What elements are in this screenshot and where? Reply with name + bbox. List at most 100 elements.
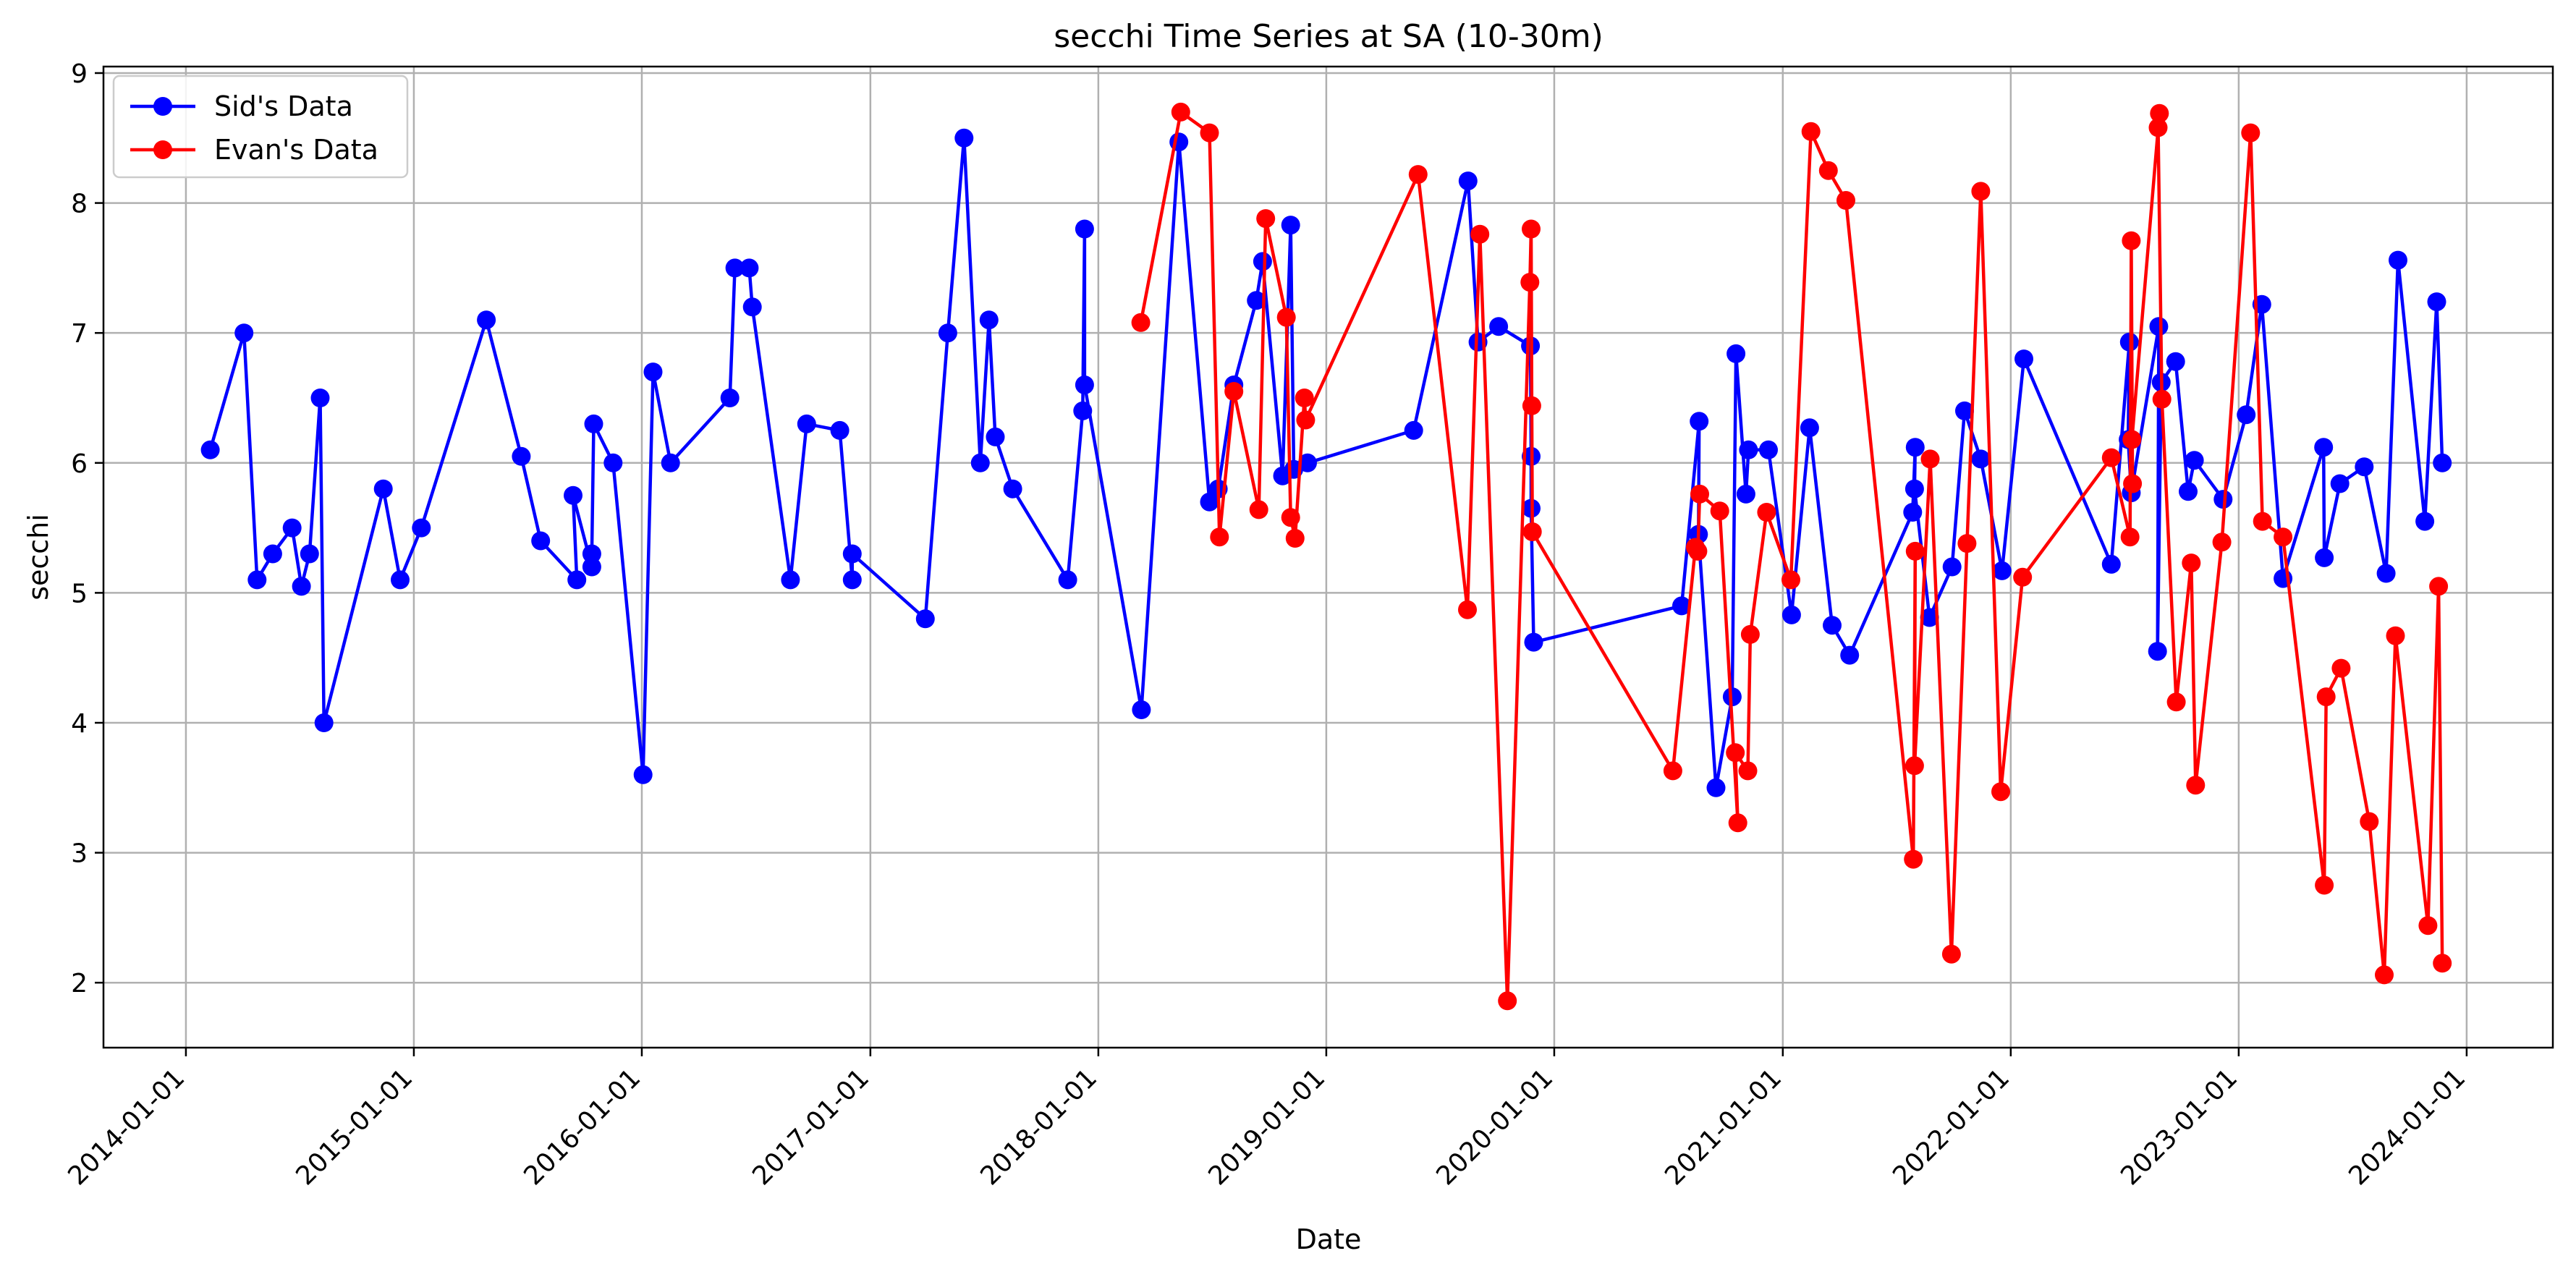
data-point-evan — [2315, 875, 2334, 895]
data-point-sid — [584, 414, 603, 433]
data-point-evan — [1210, 527, 1229, 547]
data-point-evan — [1688, 541, 1708, 561]
data-point-sid — [842, 544, 862, 564]
data-point-evan — [2120, 527, 2140, 547]
data-point-evan — [2360, 812, 2379, 831]
data-point-evan — [1836, 191, 1855, 210]
data-point-sid — [2213, 490, 2233, 509]
data-point-sid — [1132, 700, 1151, 719]
data-point-evan — [1470, 224, 1490, 244]
data-point-evan — [2212, 533, 2232, 552]
data-point-evan — [1458, 600, 1477, 619]
data-point-sid — [2315, 548, 2334, 567]
data-point-sid — [1073, 401, 1093, 420]
data-point-evan — [1904, 849, 1923, 869]
legend-box — [112, 75, 409, 179]
data-point-sid — [2415, 512, 2435, 531]
data-point-sid — [954, 128, 974, 148]
series-evan — [1131, 102, 2452, 1011]
data-point-evan — [2182, 553, 2201, 573]
data-point-evan — [1818, 161, 1838, 180]
data-point-sid — [1903, 503, 1923, 522]
data-point-evan — [1131, 313, 1151, 332]
data-point-evan — [1285, 529, 1305, 548]
data-point-sid — [1058, 570, 1077, 590]
data-point-sid — [661, 453, 680, 472]
data-point-sid — [1075, 219, 1094, 239]
data-point-sid — [797, 414, 816, 433]
data-point-sid — [300, 544, 319, 564]
data-point-evan — [2274, 527, 2293, 547]
data-point-sid — [1458, 171, 1478, 191]
data-point-evan — [1498, 991, 1517, 1011]
data-point-sid — [979, 310, 999, 330]
data-point-evan — [1224, 382, 1244, 401]
data-point-sid — [1672, 596, 1691, 616]
data-point-evan — [1522, 522, 1542, 541]
data-point-sid — [2355, 457, 2374, 477]
data-point-sid — [2314, 438, 2334, 457]
data-point-sid — [263, 544, 282, 564]
data-point-sid — [1759, 440, 1778, 459]
data-point-evan — [1276, 307, 1296, 327]
data-point-sid — [531, 531, 551, 551]
legend: Sid's Data Evan's Data — [112, 75, 409, 179]
data-point-sid — [2166, 352, 2185, 371]
data-point-sid — [310, 389, 330, 407]
data-point-sid — [1992, 561, 2012, 580]
y-tick-label: 7 — [71, 319, 88, 349]
data-point-sid — [742, 297, 762, 317]
data-point-sid — [391, 570, 410, 590]
plot-frame — [102, 65, 2554, 1049]
data-point-evan — [1296, 410, 1315, 430]
data-point-sid — [2427, 292, 2446, 312]
data-point-sid — [412, 518, 431, 538]
data-point-evan — [1781, 570, 1800, 590]
data-point-sid — [1489, 317, 1509, 336]
data-point-sid — [603, 453, 623, 472]
data-point-sid — [2179, 482, 2198, 501]
data-point-sid — [830, 420, 850, 440]
data-point-sid — [2433, 453, 2452, 472]
data-point-sid — [2376, 564, 2396, 583]
data-point-sid — [1003, 479, 1022, 499]
data-point-evan — [1281, 508, 1300, 527]
data-point-evan — [1941, 944, 1961, 964]
grid — [103, 67, 2553, 1048]
data-point-sid — [781, 570, 800, 590]
data-point-evan — [1522, 396, 1541, 415]
data-point-sid — [915, 609, 935, 629]
data-point-sid — [373, 479, 393, 499]
data-point-evan — [1728, 813, 1747, 833]
data-point-evan — [2316, 687, 2336, 707]
data-point-evan — [2418, 916, 2438, 936]
data-point-evan — [1408, 165, 1428, 184]
data-point-sid — [2149, 317, 2169, 336]
data-point-sid — [842, 570, 862, 590]
data-point-sid — [2185, 451, 2204, 470]
data-point-sid — [1823, 616, 1842, 635]
data-point-sid — [1726, 344, 1746, 363]
data-point-sid — [1281, 216, 1300, 235]
data-point-sid — [1075, 376, 1094, 394]
data-point-sid — [2014, 349, 2033, 369]
data-point-sid — [567, 570, 587, 590]
data-point-sid — [582, 557, 601, 577]
legend-label-sid: Sid's Data — [214, 90, 353, 122]
series-layer — [200, 102, 2452, 1011]
data-point-evan — [2386, 626, 2405, 645]
data-point-evan — [2122, 231, 2141, 250]
data-point-evan — [2148, 118, 2168, 137]
data-point-evan — [2150, 103, 2169, 123]
data-point-sid — [633, 765, 653, 784]
x-axis-label: Date — [1296, 1223, 1362, 1255]
data-point-sid — [292, 577, 311, 596]
data-point-evan — [1740, 624, 1760, 644]
data-point-evan — [1663, 761, 1682, 781]
data-point-sid — [1971, 449, 1991, 469]
data-point-evan — [1971, 182, 1991, 201]
data-point-evan — [2429, 577, 2449, 596]
data-point-sid — [314, 713, 334, 732]
data-point-evan — [2166, 692, 2186, 712]
y-axis-label: secchi — [22, 514, 54, 601]
